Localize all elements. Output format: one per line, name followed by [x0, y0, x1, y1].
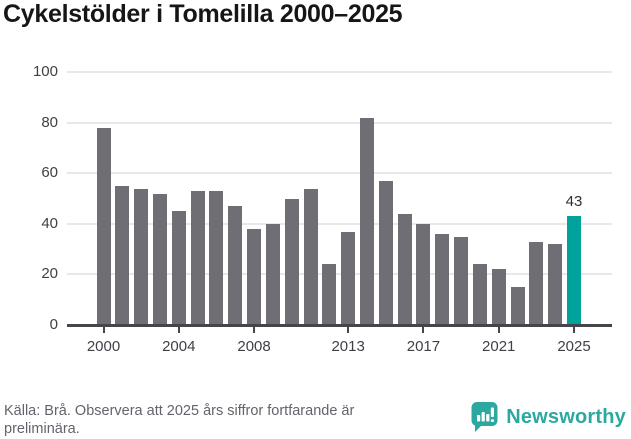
bar	[247, 228, 262, 325]
x-tick	[102, 327, 105, 333]
bar	[96, 127, 111, 325]
bar	[265, 223, 280, 325]
bar	[341, 231, 356, 325]
bar	[209, 191, 224, 325]
x-axis-label: 2017	[406, 338, 441, 355]
bar	[378, 180, 393, 325]
y-axis-label: 60	[41, 164, 58, 182]
x-tick	[422, 327, 425, 333]
bar	[134, 188, 149, 325]
x-tick	[347, 327, 350, 333]
y-axis-label: 0	[49, 316, 58, 333]
gridline	[67, 273, 612, 276]
x-tick	[253, 327, 256, 333]
gridline	[67, 172, 612, 175]
bar	[228, 206, 243, 325]
y-axis-label: 100	[32, 63, 58, 81]
bar	[435, 234, 450, 325]
y-axis-label: 80	[41, 113, 58, 131]
bar	[171, 211, 186, 325]
x-axis-label: 2000	[86, 338, 121, 355]
bar	[510, 287, 525, 325]
bar-highlight	[567, 216, 581, 325]
x-axis-line	[67, 324, 612, 327]
source-note: Källa: Brå. Observera att 2025 års siffr…	[4, 403, 355, 437]
x-axis-label: 2021	[482, 338, 516, 355]
x-axis-label: 2008	[237, 338, 271, 355]
bar	[322, 264, 337, 325]
bar	[284, 198, 299, 325]
x-tick	[573, 327, 575, 333]
bar	[115, 186, 130, 325]
y-axis-label: 20	[41, 265, 58, 283]
gridline	[67, 121, 612, 124]
bar	[454, 236, 469, 325]
bar	[359, 117, 374, 325]
gridline	[67, 222, 612, 225]
x-axis-label: 2004	[162, 338, 196, 355]
bar	[303, 188, 318, 325]
newsworthy-logo: Newsworthy	[471, 400, 626, 434]
bar	[529, 241, 544, 325]
bar	[152, 193, 167, 325]
chart-title: Cykelstölder i Tomelilla 2000–2025	[3, 0, 403, 28]
newsworthy-logo-text: Newsworthy	[506, 405, 626, 428]
bar	[548, 244, 563, 325]
x-tick	[497, 327, 500, 333]
bar	[397, 213, 412, 325]
bar	[491, 269, 506, 325]
x-axis-label: 2025	[557, 338, 591, 355]
bar-value-label: 43	[565, 193, 583, 211]
x-tick	[177, 327, 180, 333]
x-axis-label: 2013	[331, 338, 365, 355]
bar	[472, 264, 487, 325]
bar	[190, 191, 205, 325]
newsworthy-logo-icon	[471, 402, 498, 432]
gridline	[67, 71, 612, 74]
bar	[416, 223, 431, 325]
y-axis-label: 40	[41, 214, 58, 232]
bar-chart: 0 20 40 60 80 100 43 2000 2004 2008 2013 2017 2021 20…	[32, 63, 612, 355]
